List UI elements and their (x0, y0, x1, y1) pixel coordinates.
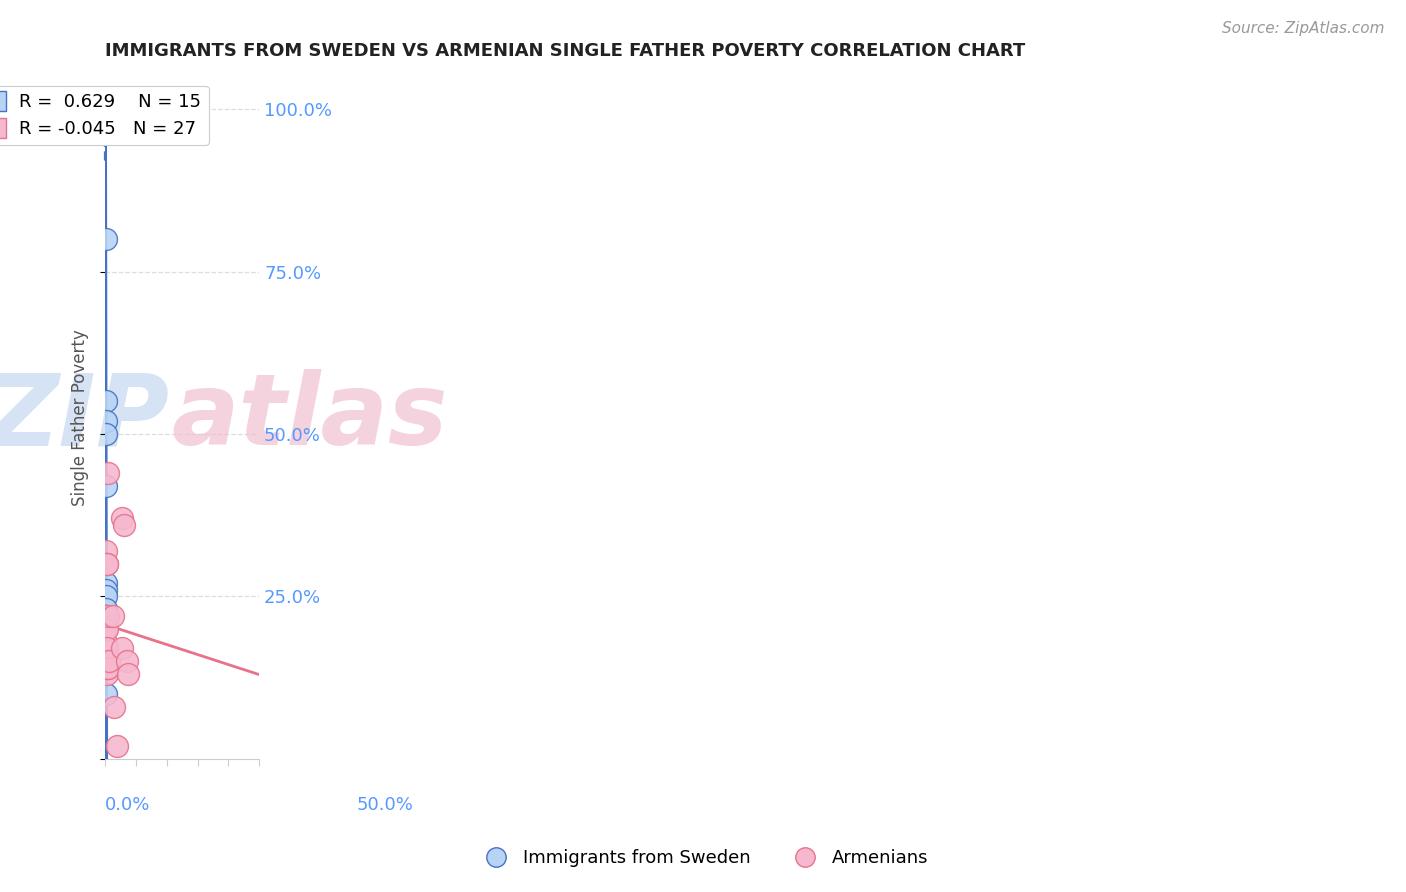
Point (94, 608, 117, 623)
Point (96, 557, 118, 571)
Point (103, 699, 125, 714)
Point (96, 557, 118, 571)
Point (94, 635, 117, 649)
Point (94, 622, 117, 636)
Legend: R =  0.629    N = 15, R = -0.045   N = 27: R = 0.629 N = 15, R = -0.045 N = 27 (0, 86, 208, 145)
Point (101, 608, 124, 623)
Text: Source: ZipAtlas.com: Source: ZipAtlas.com (1222, 21, 1385, 36)
Text: IMMIGRANTS FROM SWEDEN VS ARMENIAN SINGLE FATHER POVERTY CORRELATION CHART: IMMIGRANTS FROM SWEDEN VS ARMENIAN SINGL… (105, 42, 1025, 60)
Text: 0.0%: 0.0% (105, 797, 150, 814)
Point (94, 582, 117, 597)
Point (97, 654, 120, 668)
Point (96, 654, 118, 668)
Point (94, 608, 117, 623)
Point (94, 479, 117, 493)
Point (96, 641, 118, 656)
Legend: Immigrants from Sweden, Armenians: Immigrants from Sweden, Armenians (471, 842, 935, 874)
Point (94, 426, 117, 441)
Point (111, 511, 134, 525)
Point (96, 654, 118, 668)
Point (97, 466, 120, 480)
Point (96, 622, 118, 636)
Point (94, 232, 117, 246)
Point (117, 667, 139, 681)
Point (94, 414, 117, 428)
Point (94, 102, 117, 116)
Point (94, 590, 117, 604)
Point (96, 641, 118, 656)
Point (94, 602, 117, 616)
Point (94, 687, 117, 701)
Point (96, 544, 118, 558)
Point (94, 622, 117, 636)
Point (97, 661, 120, 675)
Point (94, 576, 117, 591)
Text: 50.0%: 50.0% (356, 797, 413, 814)
Point (94, 102, 117, 116)
Point (97, 608, 120, 623)
Point (94, 608, 117, 623)
Point (96, 622, 118, 636)
Text: ZIP: ZIP (0, 369, 170, 467)
Point (112, 517, 135, 532)
Point (105, 739, 128, 753)
Point (94, 608, 117, 623)
Point (111, 641, 134, 656)
Y-axis label: Single Father Poverty: Single Father Poverty (72, 329, 89, 506)
Point (96, 667, 118, 681)
Point (97, 661, 120, 675)
Point (115, 654, 138, 668)
Text: atlas: atlas (172, 369, 449, 467)
Point (94, 394, 117, 409)
